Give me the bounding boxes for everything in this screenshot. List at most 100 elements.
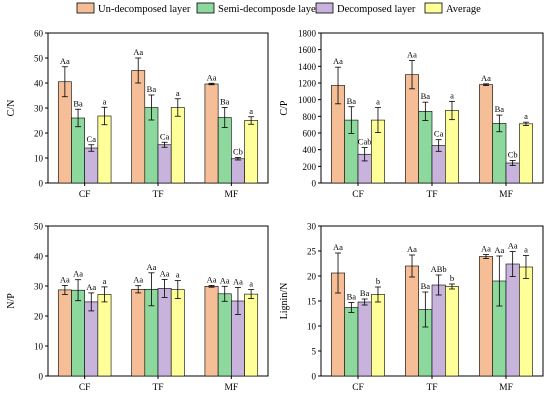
bar xyxy=(505,162,520,184)
x-tick-label: TF xyxy=(426,190,437,200)
y-tick-label: 10 xyxy=(34,154,44,164)
y-tick-label: 600 xyxy=(303,129,317,139)
chart-panel-1: 0 200 400 600 800 1000 1200 1400 1600 1800 C/P CF Aa… xyxy=(279,29,544,200)
bar xyxy=(405,265,419,377)
significance-label: Aa xyxy=(481,244,491,254)
significance-label: Aa xyxy=(508,241,518,251)
significance-label: Ba xyxy=(495,104,505,114)
y-tick-label: 30 xyxy=(34,104,44,114)
significance-label: b xyxy=(376,276,380,286)
bar xyxy=(418,111,433,184)
y-tick-label: 5 xyxy=(312,347,317,357)
significance-label: Aa xyxy=(160,268,170,278)
x-tick-label: MF xyxy=(499,383,513,393)
y-axis-label: Lignin/N xyxy=(279,283,290,320)
significance-label: Ba xyxy=(220,97,230,107)
significance-label: Aa xyxy=(407,244,417,254)
y-tick-label: 0 xyxy=(312,372,317,382)
y-axis-label: N/P xyxy=(6,293,17,309)
significance-label: Aa xyxy=(233,277,243,287)
significance-label: Aa xyxy=(133,47,143,57)
bar xyxy=(170,289,185,377)
bar xyxy=(71,117,85,184)
bar xyxy=(505,263,520,377)
bar xyxy=(519,266,533,377)
y-tick-label: 20 xyxy=(34,312,44,322)
y-tick-label: 10 xyxy=(307,322,317,332)
y-tick-label: 50 xyxy=(34,54,44,64)
y-tick-label: 40 xyxy=(34,252,44,262)
legend-swatch-2 xyxy=(315,2,334,14)
significance-label: a xyxy=(176,270,180,280)
x-tick-label: CF xyxy=(79,190,91,200)
y-tick-label: 0 xyxy=(39,179,44,189)
x-tick-label: TF xyxy=(152,383,163,393)
legend: Un-decomposed layer Semi-decomposde layer… xyxy=(76,2,481,15)
y-axis-label: C/N xyxy=(6,100,17,117)
significance-label: Aa xyxy=(73,269,83,279)
significance-label: Ba xyxy=(360,288,370,298)
x-tick-label: TF xyxy=(426,383,437,393)
x-tick-label: MF xyxy=(224,383,238,393)
significance-label: Aa xyxy=(407,50,417,60)
y-tick-label: 60 xyxy=(34,29,44,39)
y-tick-label: 0 xyxy=(39,372,44,382)
y-tick-label: 25 xyxy=(307,247,317,257)
legend-label-1: Semi-decomposde layer xyxy=(218,4,320,15)
significance-label: Ba xyxy=(421,91,431,101)
y-tick-label: 1800 xyxy=(298,29,317,39)
y-tick-label: 0 xyxy=(312,179,317,189)
legend-label-2: Decomposed layer xyxy=(337,4,416,15)
chart-panel-0: 0 10 20 30 40 50 60 C/N CF Aa Ba Ca a TF Aa Ba Ca a MF Aa Ba… xyxy=(6,29,269,200)
y-tick-label: 30 xyxy=(34,282,44,292)
bar xyxy=(97,294,112,377)
bar xyxy=(344,307,359,377)
bar xyxy=(479,256,493,377)
bar xyxy=(157,144,172,184)
y-tick-label: 40 xyxy=(34,79,44,89)
y-tick-label: 800 xyxy=(303,112,317,122)
bar xyxy=(492,123,507,184)
bar xyxy=(445,110,459,184)
significance-label: Ba xyxy=(347,96,357,106)
significance-label: Aa xyxy=(333,242,343,252)
significance-label: Ba xyxy=(421,281,431,291)
significance-label: Aa xyxy=(494,245,504,255)
bar xyxy=(57,289,72,377)
y-tick-label: 1000 xyxy=(298,95,317,105)
legend-label-3: Average xyxy=(446,4,481,15)
significance-label: Cab xyxy=(358,137,372,147)
bar xyxy=(371,294,385,377)
significance-label: Aa xyxy=(60,56,70,66)
x-tick-label: CF xyxy=(352,190,364,200)
bar xyxy=(157,288,172,377)
bar xyxy=(131,70,146,184)
significance-label: a xyxy=(103,96,107,106)
bar xyxy=(204,83,219,184)
y-tick-label: 20 xyxy=(307,272,317,282)
x-tick-label: CF xyxy=(352,383,364,393)
significance-label: Aa xyxy=(146,262,156,272)
bar xyxy=(170,107,185,184)
bar xyxy=(231,158,245,184)
significance-label: ABb xyxy=(431,264,447,274)
bar xyxy=(479,84,493,184)
bar xyxy=(84,147,99,184)
y-tick-label: 1600 xyxy=(298,45,317,55)
significance-label: a xyxy=(176,88,180,98)
significance-label: Cb xyxy=(233,147,243,157)
significance-label: Ba xyxy=(73,98,83,108)
legend-swatch-3 xyxy=(424,2,443,14)
y-tick-label: 1400 xyxy=(298,62,317,72)
significance-label: Aa xyxy=(207,274,217,284)
bar xyxy=(431,284,446,377)
x-tick-label: TF xyxy=(152,190,163,200)
bar xyxy=(519,123,533,184)
bar xyxy=(84,301,99,377)
significance-label: a xyxy=(103,276,107,286)
y-tick-label: 10 xyxy=(34,342,44,352)
